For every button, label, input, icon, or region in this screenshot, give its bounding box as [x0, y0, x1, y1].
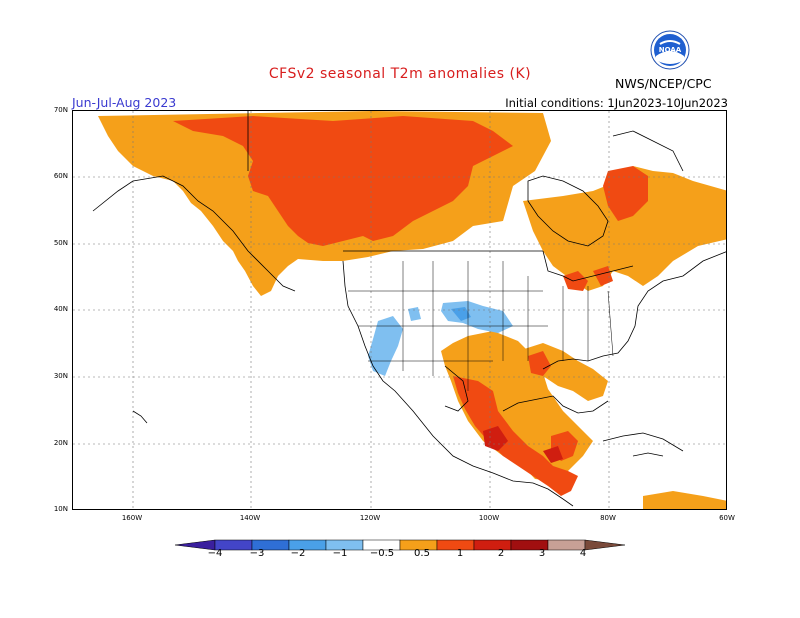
colorbar-tick: 1 — [456, 548, 464, 559]
graticule — [73, 111, 726, 509]
season-label: Jun-Jul-Aug 2023 — [72, 95, 177, 110]
agency-label: NWS/NCEP/CPC — [615, 76, 712, 91]
coastlines — [92, 111, 726, 507]
colorbar-high-arrow — [584, 539, 626, 551]
anomaly-map — [72, 110, 727, 510]
warm-anomaly-strong — [483, 426, 563, 463]
logo-text: NOAA — [659, 46, 682, 54]
colorbar-tick: −1 — [332, 548, 348, 559]
lat-label: 50N — [53, 239, 68, 247]
initial-conditions-label: Initial conditions: 1Jun2023-10Jun2023 — [505, 96, 728, 110]
lat-label: 20N — [53, 439, 68, 447]
colorbar-tick: 0.5 — [414, 548, 430, 559]
colorbar — [174, 536, 626, 555]
warm-anomaly-moderate — [173, 116, 648, 496]
colorbar-tick: −3 — [249, 548, 265, 559]
state-borders — [348, 261, 614, 391]
lon-label: 60W — [719, 514, 735, 522]
colorbar-tick: −2 — [290, 548, 306, 559]
cool-anomaly-moderate — [451, 307, 471, 321]
lat-label: 10N — [53, 505, 68, 513]
lat-label: 40N — [53, 305, 68, 313]
lon-label: 120W — [359, 514, 381, 522]
noaa-logo: NOAA — [650, 30, 690, 70]
colorbar-tick: −4 — [207, 548, 223, 559]
colorbar-tick: 2 — [497, 548, 505, 559]
colorbar-tick: −0.5 — [369, 548, 395, 559]
map-title: CFSv2 seasonal T2m anomalies (K) — [268, 66, 532, 82]
colorbar-swatches — [174, 539, 626, 551]
lat-label: 60N — [53, 172, 68, 180]
lat-label: 30N — [53, 372, 68, 380]
map-canvas — [73, 111, 726, 509]
lon-label: 160W — [121, 514, 143, 522]
lat-label: 70N — [53, 106, 68, 114]
lon-label: 100W — [478, 514, 500, 522]
colorbar-tick: 4 — [579, 548, 587, 559]
lon-label: 140W — [239, 514, 261, 522]
colorbar-tick: 3 — [538, 548, 546, 559]
lon-label: 80W — [600, 514, 616, 522]
